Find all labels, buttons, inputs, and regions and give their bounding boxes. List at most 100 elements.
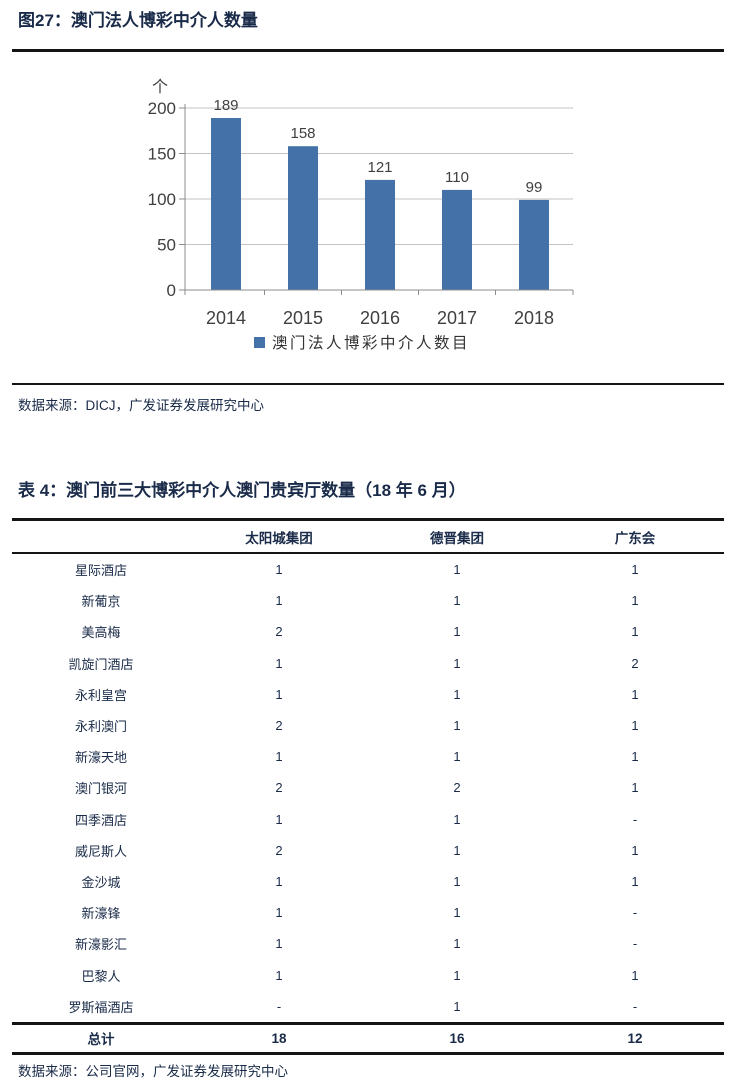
table-row: 凯旋门酒店 1 1 2 [12, 648, 724, 679]
table-cell: 1 [631, 842, 639, 858]
table-cell: - [632, 936, 638, 952]
bar-chart: 0 50 100 150 200 个 189 2014 158 2015 121 2016 110 201… [138, 60, 616, 376]
table-total-label: 总计 [12, 1021, 190, 1054]
table-cell: 1 [631, 718, 639, 734]
table-row: 罗斯福酒店 - 1 - [12, 991, 724, 1024]
table-row-label: 凯旋门酒店 [68, 656, 134, 672]
table-row: 永利皇宫 1 1 1 [12, 679, 724, 710]
table-cell: 2 [275, 842, 283, 858]
figure-top-rule [12, 49, 724, 52]
table-row-label: 巴黎人 [81, 968, 121, 984]
table-header-cell: 太阳城集团 [190, 519, 368, 554]
table-cell: 1 [453, 905, 461, 921]
bar [288, 146, 318, 290]
table-cell: - [276, 998, 282, 1014]
bar-data-label: 158 [290, 125, 315, 142]
table-row: 威尼斯人 2 1 1 [12, 835, 724, 866]
bar-data-label: 110 [445, 169, 469, 186]
figure-bottom-rule [12, 383, 724, 385]
table-row: 美高梅 2 1 1 [12, 616, 724, 647]
x-axis-label: 2017 [437, 308, 477, 328]
table-cell: 1 [275, 655, 283, 671]
table-cell: 1 [453, 998, 461, 1014]
table-cell: 2 [275, 780, 283, 796]
table-cell: 1 [275, 905, 283, 921]
table-row-label: 新濠锋 [81, 906, 121, 922]
table-cell: - [632, 905, 638, 921]
table-row: 星际酒店 1 1 1 [12, 553, 724, 585]
table-row: 巴黎人 1 1 1 [12, 959, 724, 990]
table-cell: 2 [631, 655, 639, 671]
bar [365, 179, 395, 290]
table-row-label: 金沙城 [81, 874, 121, 890]
table-row-label: 新濠影汇 [74, 937, 127, 953]
table-cell: 1 [275, 593, 283, 609]
x-axis-label: 2018 [514, 308, 554, 328]
bar-data-label: 189 [213, 97, 238, 114]
table-cell: - [632, 811, 638, 827]
table-header-rowlabel [12, 519, 190, 554]
legend-swatch [254, 337, 265, 348]
table-cell: 2 [275, 624, 283, 640]
bar-data-label: 99 [526, 179, 543, 196]
table-header: 太阳城集团 德晋集团 广东会 [12, 519, 724, 554]
table-row-label: 美高梅 [81, 625, 121, 641]
bar [442, 189, 472, 290]
table-cell: 1 [453, 811, 461, 827]
y-axis-label: 50 [157, 236, 176, 255]
table-cell: - [632, 998, 638, 1014]
table-row: 金沙城 1 1 1 [12, 866, 724, 897]
table-row: 澳门银河 2 2 1 [12, 772, 724, 803]
table-cell: 1 [453, 686, 461, 702]
x-axis-label: 2014 [206, 308, 246, 328]
table-row-label: 四季酒店 [74, 812, 127, 828]
table-row-label: 澳门银河 [74, 781, 127, 797]
table-cell: 1 [275, 749, 283, 765]
table-header-cell: 德晋集团 [368, 519, 546, 554]
table-total-cell: 12 [546, 1021, 724, 1054]
table-row: 新濠天地 1 1 1 [12, 741, 724, 772]
table-cell: 2 [453, 780, 461, 796]
table-row-label: 新葡京 [81, 594, 121, 610]
table-row-label: 新濠天地 [74, 750, 127, 766]
table-source: 数据来源：公司官网，广发证券发展研究中心 [18, 1064, 288, 1079]
table-cell: 1 [275, 811, 283, 827]
table-cell: 1 [453, 562, 461, 578]
table-total-cell: 18 [190, 1021, 368, 1054]
table-cell: 1 [453, 749, 461, 765]
table-total: 总计 18 16 12 [12, 1021, 724, 1054]
table-cell: 1 [453, 718, 461, 734]
table-cell: 1 [631, 562, 639, 578]
table-header-cell: 广东会 [546, 519, 724, 554]
table-row: 新葡京 1 1 1 [12, 585, 724, 616]
table-cell: 1 [453, 593, 461, 609]
table-cell: 1 [631, 624, 639, 640]
table-total-cell: 16 [368, 1021, 546, 1054]
x-axis-label: 2015 [283, 308, 323, 328]
bar [211, 118, 241, 290]
bar [519, 199, 549, 290]
table-cell: 1 [631, 967, 639, 983]
vip-room-table: 太阳城集团 德晋集团 广东会 星际酒店 1 1 1 新葡京 1 1 1 美高梅 2 1 1 凯旋门酒店 1 1 2… [12, 518, 724, 1055]
table-row-label: 永利皇宫 [74, 687, 127, 703]
table-cell: 1 [453, 967, 461, 983]
bar-data-label: 121 [367, 159, 392, 176]
y-axis-label: 150 [148, 145, 176, 164]
table-row-label: 威尼斯人 [74, 843, 127, 859]
y-axis-label: 0 [167, 281, 176, 300]
table-cell: 1 [275, 562, 283, 578]
table-cell: 1 [275, 967, 283, 983]
table-row: 四季酒店 1 1 - [12, 804, 724, 835]
table-cell: 1 [453, 624, 461, 640]
legend-label: 澳门法人博彩中介人数目 [272, 334, 470, 352]
table-row-label: 罗斯福酒店 [68, 999, 134, 1015]
table-cell: 1 [631, 873, 639, 889]
table-cell: 1 [631, 780, 639, 796]
figure-source: 数据来源：DICJ，广发证券发展研究中心 [18, 398, 264, 413]
table-cell: 1 [453, 936, 461, 952]
table-cell: 2 [275, 718, 283, 734]
y-axis-label: 200 [148, 99, 176, 118]
table-cell: 1 [275, 686, 283, 702]
table-cell: 1 [453, 873, 461, 889]
table-row: 永利澳门 2 1 1 [12, 710, 724, 741]
